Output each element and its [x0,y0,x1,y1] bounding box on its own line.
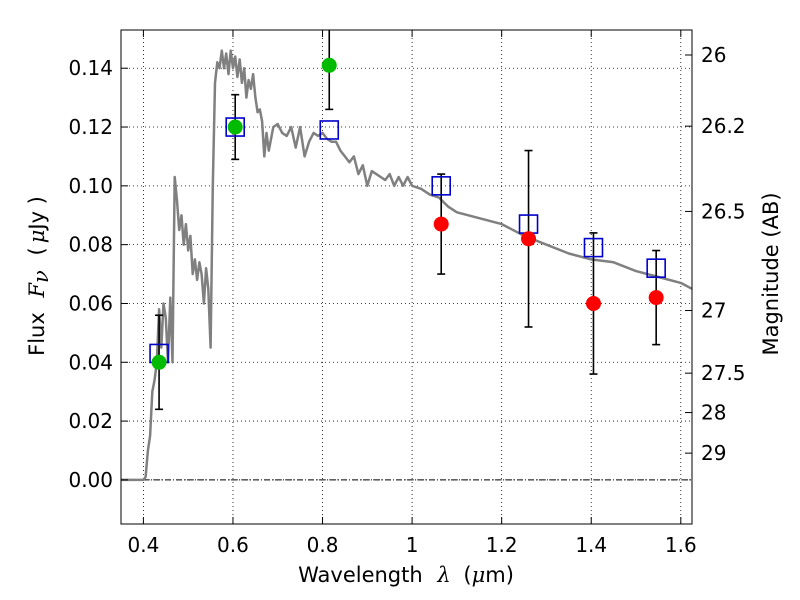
y2-tick-label: 28 [701,401,726,425]
x-axis-unit-rest: m) [485,563,514,587]
y2-tick-label: 26.5 [701,199,746,223]
template-square [646,258,666,278]
y-axis-unit-rest: Jy ) [25,196,49,232]
template-square [583,237,604,258]
model-spectrum [121,49,693,482]
x-tick-label: 1.2 [486,533,518,557]
y-axis-label: Flux Fν ( μJy ) [25,196,53,356]
x-axis-unit-open: ( [463,563,471,587]
y-axis-subscript: ν [29,270,53,283]
template-photometry [149,117,666,364]
x-axis-unit-mu: μ [472,563,486,587]
nondetection-point [521,231,537,247]
y-axis-unit-open: ( [25,247,49,255]
y-axis-label-text: Flux [25,312,49,356]
y-tick-label: 0.12 [68,115,113,139]
nondetection-point [648,290,664,306]
y-tick-label: 0.08 [68,233,113,257]
x-tick-label: 0.8 [307,533,339,557]
y2-tick-label: 27 [701,299,726,323]
y-tick-label: 0.00 [68,468,113,492]
y2-axis-label: Magnitude (AB) [759,192,783,355]
x-tick-label: 1.6 [665,533,697,557]
detection-point [321,57,337,73]
y-axis-symbol: F [25,282,49,299]
y-tick-label: 0.14 [68,56,113,80]
y-tick-label: 0.10 [68,174,113,198]
model-spectrum-line [121,49,693,482]
detection-point [151,354,167,370]
y-tick-label: 0.02 [68,409,113,433]
x-tick-label: 1.4 [575,533,607,557]
nondetection-point [585,295,601,311]
y2-tick-label: 26.2 [701,114,746,138]
axis-ticks: 0.4 0.6 0.8 1 1.2 1.4 1.6 0.00 0.02 0.04 0.06 0.08 0… [68,30,746,557]
x-tick-label: 1 [406,533,419,557]
y-tick-label: 0.04 [68,350,113,374]
error-bars [155,30,661,411]
x-axis-label: Wavelength λ (μm) [298,563,514,587]
x-axis-label-text: Wavelength [298,563,423,587]
y2-tick-label: 26 [701,43,726,67]
y-tick-label: 0.06 [68,291,113,315]
nondetection-point [433,216,449,232]
observed-photometry [151,57,664,370]
x-tick-label: 0.6 [217,533,249,557]
y2-tick-label: 27.5 [701,361,746,385]
y-axis-unit-mu: μ [25,230,49,244]
y2-tick-label: 29 [701,441,726,465]
x-tick-label: 0.4 [127,533,159,557]
template-square [431,176,452,196]
template-square [319,120,340,140]
template-square [225,117,245,137]
plot-frame [120,29,693,525]
detection-point [227,119,243,135]
x-axis-symbol: λ [436,563,450,587]
